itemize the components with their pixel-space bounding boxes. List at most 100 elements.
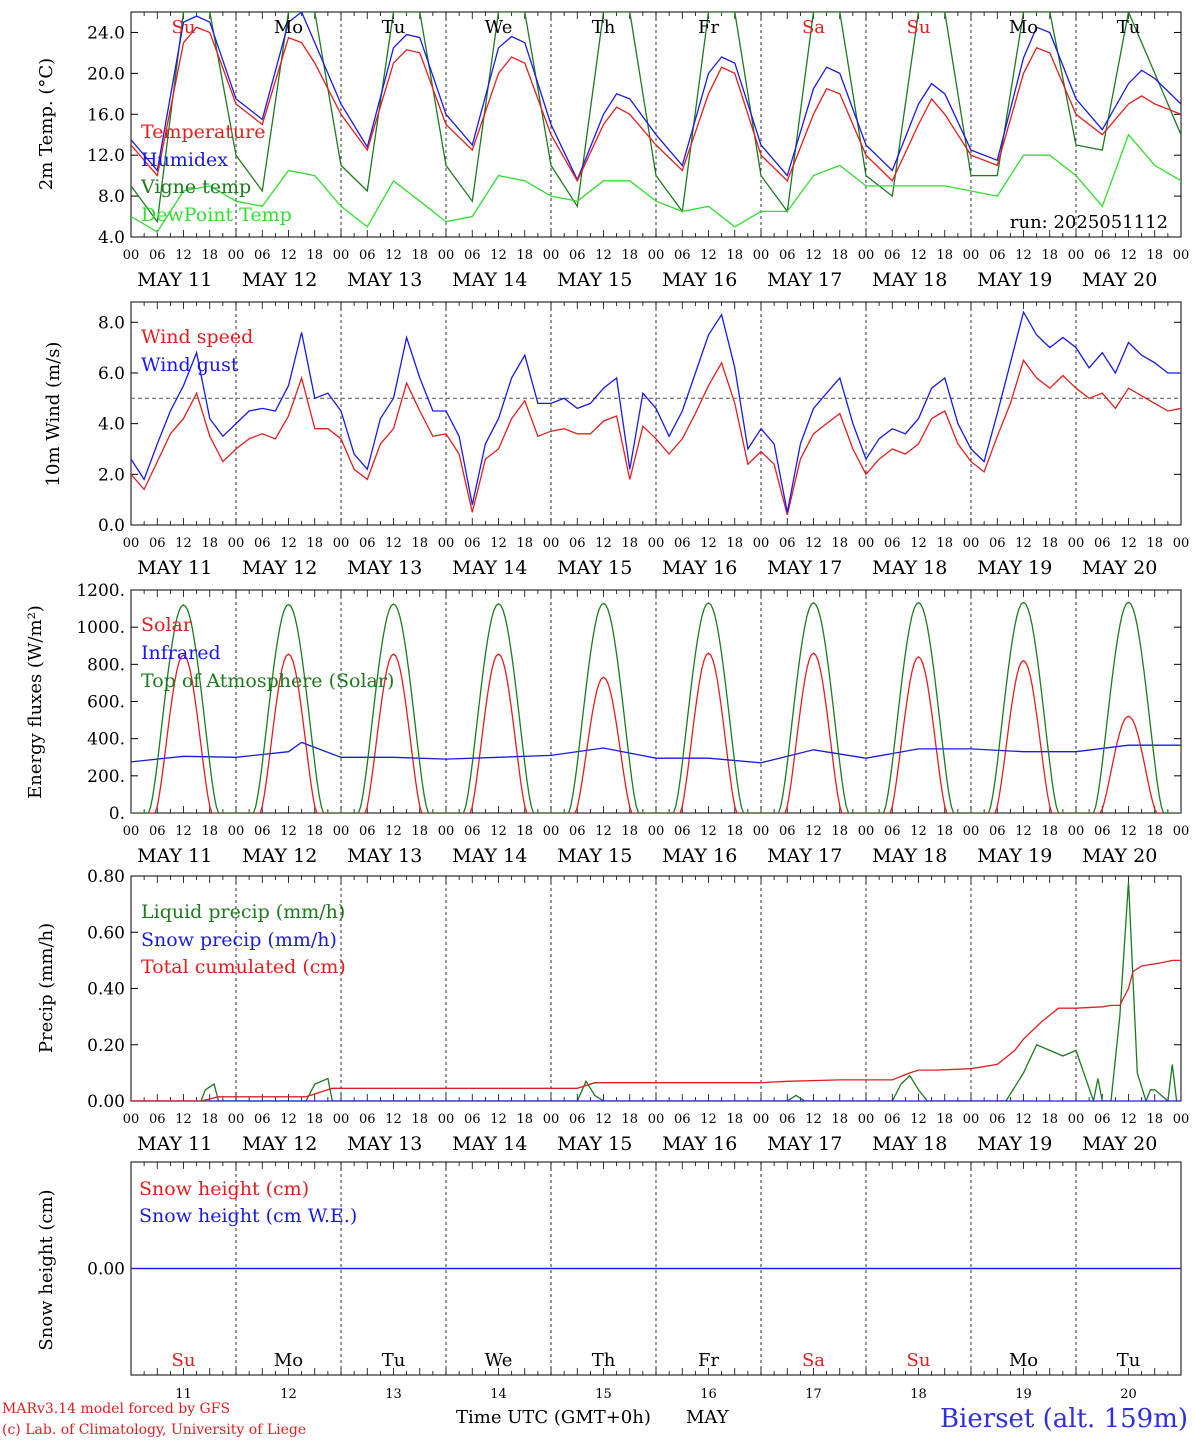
hour-tick-label: 12 [490,248,507,263]
hour-tick-label: 00 [753,824,770,839]
y-tick-label: 1200. [76,581,125,601]
hour-tick-label: 00 [858,824,875,839]
series-line-liquid-precip-mm-h [131,881,1181,1101]
hour-tick-label: 12 [1015,824,1032,839]
hour-tick-label: 18 [411,248,428,263]
hour-tick-label: 06 [884,248,901,263]
hour-tick-label: 12 [280,1112,297,1127]
y-tick-label: 6.0 [98,364,125,384]
date-label: MAY 13 [347,1133,422,1155]
hour-tick-label: 06 [359,824,376,839]
series-group [131,310,1181,516]
hour-tick-label: 12 [175,248,192,263]
legend-entry: Wind gust [141,354,239,376]
hour-tick-label: 12 [910,536,927,551]
hour-tick-label: 18 [1041,536,1058,551]
day-number-label: 14 [490,1387,507,1402]
legend-entry: Solar [141,614,193,636]
series-line-vigne-temp [131,12,1181,224]
hour-tick-label: 06 [989,1112,1006,1127]
series-line-dewpoint-temp [131,133,1181,233]
day-number-label: 18 [910,1387,927,1402]
day-abbr-label: Su [907,1350,931,1371]
hour-tick-label: 18 [936,1112,953,1127]
date-label: MAY 16 [662,845,737,867]
hour-tick-label: 06 [1094,1112,1111,1127]
hour-tick-label: 18 [201,1112,218,1127]
y-axis-label: 10m Wind (m/s) [43,342,64,487]
day-abbr-label: Tu [382,17,406,38]
legend-entry: Vigne temp [140,176,251,198]
date-label: MAY 17 [767,269,842,291]
hour-tick-label: 12 [1015,1112,1032,1127]
wind-panel: 0.0 2.0 4.0 6.0 8.0 10m Wind (m/s) Wind speed W… [43,301,1190,579]
date-label: MAY 16 [662,557,737,579]
day-number-label: 17 [805,1387,822,1402]
y-tick-label: 0.80 [87,867,125,887]
day-number-label: 16 [700,1387,717,1402]
y-tick-label: 0.20 [87,1036,125,1056]
hour-tick-label: 00 [228,1112,245,1127]
date-label: MAY 19 [977,269,1052,291]
series-line-infrared [131,741,1181,764]
hour-tick-label: 06 [779,536,796,551]
hour-tick-label: 06 [989,536,1006,551]
hour-tick-label: 00 [858,1112,875,1127]
day-abbr-label: Tu [1117,17,1141,38]
footer-lab: (c) Lab. of Climatology, University of L… [2,1422,306,1438]
hour-tick-label: 12 [700,248,717,263]
hour-tick-label: 18 [936,536,953,551]
plot-frame [130,589,1182,814]
date-label: MAY 13 [347,557,422,579]
hour-tick-label: 06 [149,824,166,839]
snow-panel: 0.00 Snow height (cm) Snow height (cm) Snow… [36,1161,1182,1402]
legend-entry: DewPoint Temp [141,204,292,226]
series-line-total-cumulated-cm [131,959,1181,1101]
hour-tick-label: 00 [1068,536,1085,551]
hour-tick-label: 18 [726,824,743,839]
legend-entry: Total cumulated (cm) [141,956,346,978]
hour-tick-label: 06 [989,248,1006,263]
y-tick-label: 12.0 [87,146,125,166]
series-line-humidex [131,12,1181,182]
series-line-temperature [131,26,1181,183]
date-label: MAY 20 [1082,269,1157,291]
hour-tick-label: 06 [674,536,691,551]
hour-tick-label: 18 [516,1112,533,1127]
date-label: MAY 17 [767,845,842,867]
y-tick-label: 0. [109,804,125,824]
hour-tick-label: 06 [464,824,481,839]
series-line-wind-speed [131,358,1181,516]
hour-tick-label: 06 [779,1112,796,1127]
hour-tick-label: 00 [438,1112,455,1127]
hour-tick-label: 06 [254,824,271,839]
hour-tick-label: 00 [1173,536,1190,551]
date-label: MAY 20 [1082,557,1157,579]
y-tick-label: 1000. [76,618,125,638]
date-label: MAY 11 [137,557,212,579]
date-label: MAY 17 [767,1133,842,1155]
hour-tick-label: 18 [621,536,638,551]
hour-tick-label: 12 [490,536,507,551]
legend-entry: Infrared [141,642,221,664]
hour-tick-label: 06 [464,1112,481,1127]
hour-tick-label: 06 [569,1112,586,1127]
hour-tick-label: 18 [1041,1112,1058,1127]
hour-tick-label: 06 [884,824,901,839]
day-abbr-label: Sa [802,1350,825,1371]
hour-tick-label: 18 [1041,824,1058,839]
hour-tick-label: 00 [333,536,350,551]
hour-tick-label: 12 [385,1112,402,1127]
hour-tick-label: 12 [1015,248,1032,263]
hour-tick-label: 06 [569,536,586,551]
y-tick-label: 8.0 [98,187,125,207]
hour-tick-label: 12 [700,536,717,551]
date-label: MAY 18 [872,845,947,867]
date-label: MAY 15 [557,1133,632,1155]
hour-tick-label: 06 [464,248,481,263]
hour-tick-label: 00 [543,536,560,551]
day-abbr-label: Su [907,17,931,38]
hour-tick-label: 18 [936,248,953,263]
hour-tick-label: 18 [516,824,533,839]
